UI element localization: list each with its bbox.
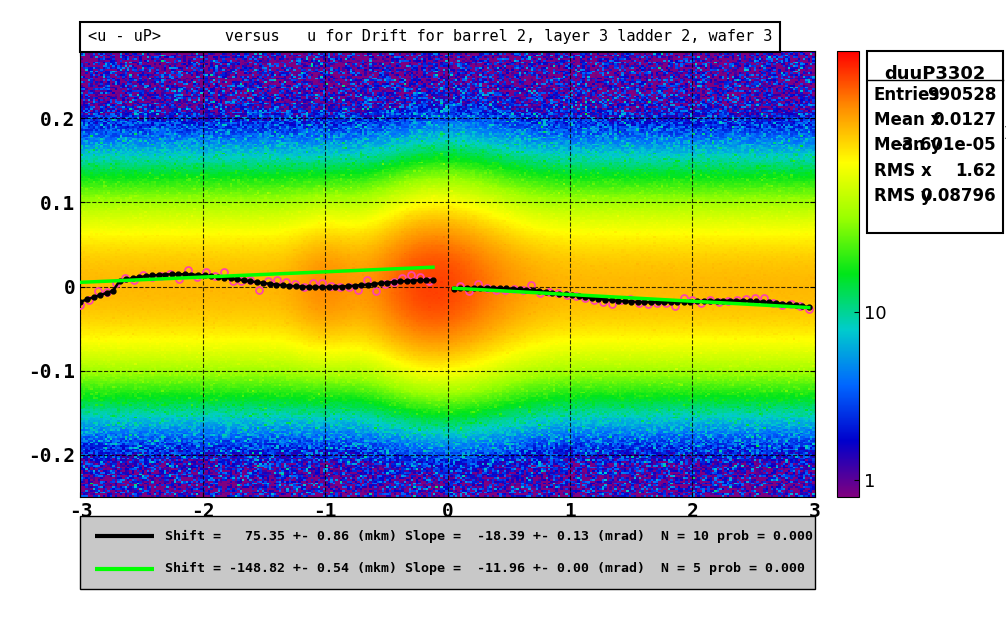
Text: Mean x: Mean x xyxy=(874,111,942,129)
Text: -3.601e-05: -3.601e-05 xyxy=(895,136,996,154)
Text: )$^{\mathbf{2}}$: )$^{\mathbf{2}}$ xyxy=(1003,122,1006,143)
Text: Mean y: Mean y xyxy=(874,136,942,154)
Text: Entries: Entries xyxy=(874,85,941,104)
Text: <u - uP>       versus   u for Drift for barrel 2, layer 3 ladder 2, wafer 3: <u - uP> versus u for Drift for barrel 2… xyxy=(88,29,773,45)
Text: 990528: 990528 xyxy=(927,85,996,104)
Text: RMS x: RMS x xyxy=(874,162,932,180)
Text: 0.08796: 0.08796 xyxy=(920,187,996,205)
Text: Shift = -148.82 +- 0.54 (mkm) Slope =  -11.96 +- 0.00 (mrad)  N = 5 prob = 0.000: Shift = -148.82 +- 0.54 (mkm) Slope = -1… xyxy=(165,562,805,575)
X-axis label: ../P06icFiles/cuProductionMinBias_FullField.A.root: ../P06icFiles/cuProductionMinBias_FullFi… xyxy=(176,529,719,548)
Text: RMS y: RMS y xyxy=(874,187,932,205)
Text: 1.62: 1.62 xyxy=(955,162,996,180)
Text: 0.0127: 0.0127 xyxy=(933,111,996,129)
Text: Shift =   75.35 +- 0.86 (mkm) Slope =  -18.39 +- 0.13 (mrad)  N = 10 prob = 0.00: Shift = 75.35 +- 0.86 (mkm) Slope = -18.… xyxy=(165,530,813,543)
Text: duuP3302: duuP3302 xyxy=(884,66,986,83)
